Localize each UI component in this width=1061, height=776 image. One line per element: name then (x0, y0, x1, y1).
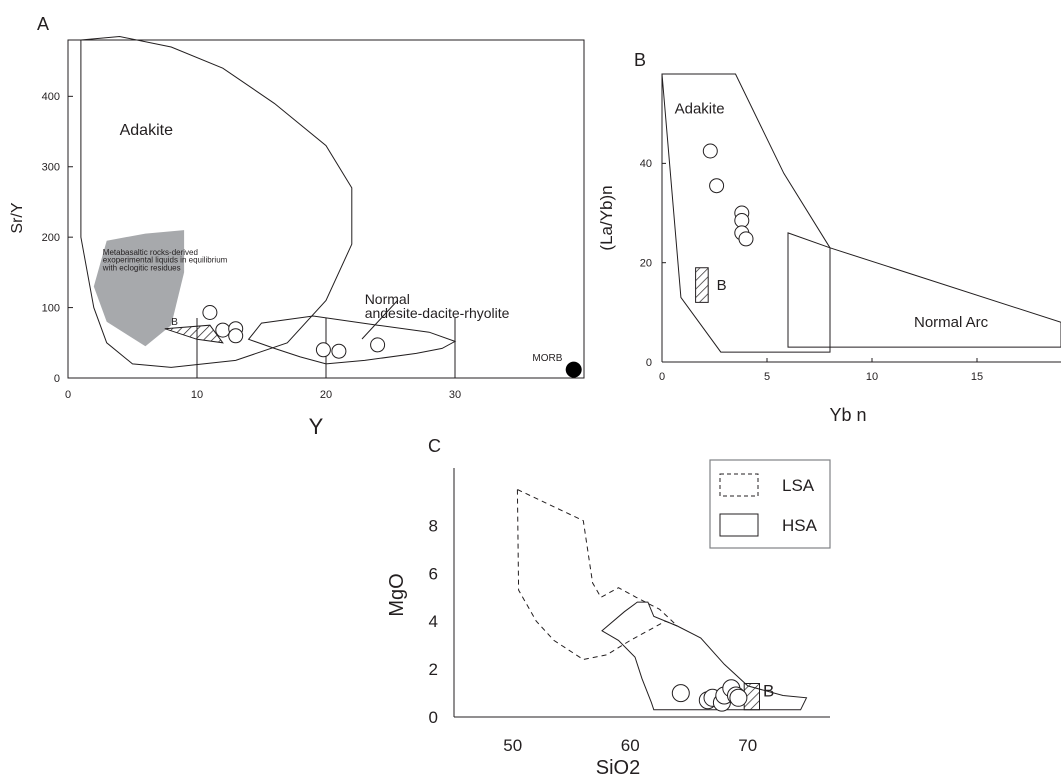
panel-b-samples (702, 143, 754, 247)
morb-point (565, 361, 582, 378)
y-tick-label: 0 (646, 357, 652, 369)
x-tick-label: 10 (866, 371, 878, 383)
panel-a-b-field-group (164, 324, 224, 344)
panel-c-ylabel: MgO (386, 573, 408, 616)
sample-point (702, 143, 718, 159)
x-tick-label: 15 (971, 371, 983, 383)
x-tick-label: 10 (191, 389, 203, 401)
field-adakite (80, 35, 353, 368)
y-tick-label: 400 (42, 91, 60, 103)
field-normal-arc (787, 232, 1061, 348)
panel-b: Yb n (La/Yb)n 0 5 10 15 0 20 40 Adakite Normal … (597, 73, 1061, 425)
field-lsa (516, 488, 678, 661)
sample-point (228, 328, 244, 344)
panel-c-legend: LSA HSA (709, 459, 831, 549)
sample-point (709, 178, 725, 194)
sample-point (331, 343, 347, 359)
panel-letter-c: C (428, 436, 441, 456)
y-tick-label: 8 (429, 516, 438, 535)
legend-hsa-swatch (719, 513, 759, 537)
field-label: B (171, 317, 178, 328)
panel-b-b-field-group (695, 267, 709, 303)
panel-a-ylabel: Sr/Y (9, 202, 26, 233)
panel-a-leader-line (361, 299, 399, 340)
y-tick-label: 6 (429, 564, 438, 583)
panel-b-ticks: 0 5 10 15 0 20 40 (640, 158, 983, 383)
sample-point (315, 342, 331, 358)
y-tick-label: 2 (429, 660, 438, 679)
x-tick-label: 0 (65, 389, 71, 401)
x-tick-label: 50 (503, 736, 522, 755)
panel-c-fields (516, 488, 808, 711)
x-tick-label: 20 (320, 389, 332, 401)
field-label: with eclogitic residues (102, 263, 181, 272)
panel-c-xlabel: SiO2 (596, 757, 640, 776)
field-hsa (601, 601, 808, 711)
x-tick-label: 5 (764, 371, 770, 383)
y-tick-label: 20 (640, 258, 652, 270)
y-tick-label: 40 (640, 158, 652, 170)
panel-c: SiO2 MgO 50 60 70 0 2 4 6 8 B LSA HSA (386, 459, 831, 776)
y-tick-label: 4 (429, 612, 438, 631)
legend-lsa-swatch (719, 473, 759, 497)
y-tick-label: 300 (42, 162, 60, 174)
sample-point (729, 688, 748, 707)
y-tick-label: 200 (42, 232, 60, 244)
panel-a-xlabel: Y (309, 414, 324, 439)
panel-c-ticks: 50 60 70 0 2 4 6 8 (429, 516, 758, 755)
panel-b-ylabel: (La/Yb)n (597, 185, 616, 250)
sample-point (202, 305, 218, 320)
y-tick-label: 100 (42, 302, 60, 314)
field-adakite (661, 73, 831, 353)
b-field-hatched (164, 324, 224, 344)
field-label: Adakite (120, 122, 173, 139)
legend-hsa-label: HSA (782, 516, 818, 535)
field-label: Adakite (675, 101, 725, 118)
x-tick-label: 70 (738, 736, 757, 755)
panel-b-fields (661, 73, 1061, 353)
panel-b-field-labels: Adakite Normal Arc B (675, 101, 989, 332)
panel-a-samples (202, 305, 582, 378)
field-metabasaltic-rocks-derived-exo (93, 230, 185, 347)
field-label: andesite-dacite-rhyolite (365, 305, 510, 321)
panel-c-samples (671, 679, 748, 712)
field-label: MORB (532, 353, 562, 364)
field-label: Metabasaltic rocks-derived (103, 248, 198, 257)
panel-a-fields (80, 35, 457, 368)
x-tick-label: 30 (449, 389, 461, 401)
b-field-hatched (695, 267, 709, 303)
field-label: B (763, 682, 774, 701)
y-tick-label: 0 (54, 373, 60, 385)
panel-b-xlabel: Yb n (829, 405, 866, 425)
y-tick-label: 0 (429, 708, 438, 727)
sample-point (370, 337, 386, 353)
field-label: Normal Arc (914, 314, 989, 331)
panel-c-field-labels: B (763, 682, 774, 701)
panel-letter-a: A (37, 14, 49, 34)
field-label: exoperimental liquids in equilibrium (103, 256, 228, 265)
legend-lsa-label: LSA (782, 476, 815, 495)
sample-point (738, 231, 754, 247)
sample-point (671, 684, 690, 703)
field-normal-andesite-dacite-rhyolit (247, 315, 457, 365)
panel-letter-b: B (634, 50, 646, 70)
field-label: Normal (365, 291, 410, 307)
x-tick-label: 60 (621, 736, 640, 755)
field-label: B (717, 277, 727, 294)
x-tick-label: 0 (659, 371, 665, 383)
sample-point (215, 322, 231, 338)
legend-frame (709, 459, 831, 549)
